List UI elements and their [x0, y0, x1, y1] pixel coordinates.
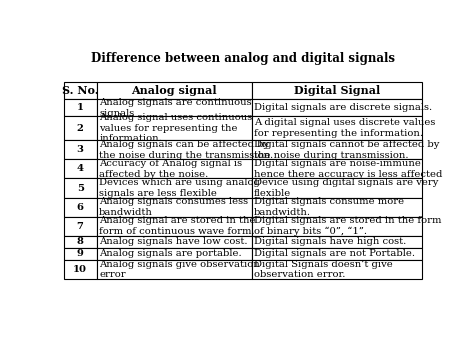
Text: 1: 1: [77, 103, 83, 112]
Text: Digital signals are stored in the form
of binary bits “0”, “1”.: Digital signals are stored in the form o…: [254, 216, 442, 236]
Text: Digital Signals doesn’t give
observation error.: Digital Signals doesn’t give observation…: [254, 260, 393, 279]
Bar: [252, 99, 422, 116]
Text: 10: 10: [73, 265, 87, 274]
Bar: [97, 198, 252, 217]
Text: Digital signals are noise-immune
hence there accuracy is less affected: Digital signals are noise-immune hence t…: [254, 159, 442, 179]
Bar: [64, 179, 97, 198]
Text: Digital signals cannot be affected by
the noise during transmission.: Digital signals cannot be affected by th…: [254, 140, 439, 160]
Bar: [97, 179, 252, 198]
Bar: [97, 82, 252, 99]
Bar: [97, 260, 252, 279]
Text: Devices which are using analog
signals are less flexible: Devices which are using analog signals a…: [99, 178, 260, 198]
Text: Digital signals are discrete signals.: Digital signals are discrete signals.: [254, 103, 432, 112]
Bar: [252, 179, 422, 198]
Bar: [252, 260, 422, 279]
Text: S. No.: S. No.: [62, 85, 99, 96]
Bar: [97, 236, 252, 248]
Text: Analog signal: Analog signal: [131, 85, 217, 96]
Bar: [97, 140, 252, 159]
Bar: [64, 116, 97, 140]
Bar: [64, 99, 97, 116]
Bar: [64, 198, 97, 217]
Text: Accuracy of Analog signal is
affected by the noise.: Accuracy of Analog signal is affected by…: [99, 159, 242, 179]
Text: 4: 4: [77, 164, 83, 173]
Text: Analog signals consumes less
bandwidth: Analog signals consumes less bandwidth: [99, 197, 248, 217]
Bar: [97, 99, 252, 116]
Bar: [64, 236, 97, 248]
Bar: [64, 140, 97, 159]
Bar: [97, 217, 252, 236]
Text: 9: 9: [77, 250, 83, 258]
Text: Digital signals consume more
bandwidth.: Digital signals consume more bandwidth.: [254, 197, 404, 217]
Text: Analog signal are stored in the
form of continuous wave form.: Analog signal are stored in the form of …: [99, 217, 255, 236]
Bar: [97, 116, 252, 140]
Text: Analog signals are continuous
signals: Analog signals are continuous signals: [99, 98, 252, 118]
Text: Device using digital signals are very
flexible: Device using digital signals are very fl…: [254, 178, 438, 198]
Text: Analog signals are portable.: Analog signals are portable.: [99, 250, 242, 258]
Bar: [64, 82, 97, 99]
Text: Analog signal uses continuous
values for representing the
information.: Analog signal uses continuous values for…: [99, 113, 253, 143]
Bar: [252, 116, 422, 140]
Bar: [252, 198, 422, 217]
Text: Difference between analog and digital signals: Difference between analog and digital si…: [91, 52, 395, 65]
Bar: [252, 82, 422, 99]
Text: 3: 3: [77, 145, 83, 154]
Text: Analog signals have low cost.: Analog signals have low cost.: [99, 237, 248, 246]
Bar: [252, 236, 422, 248]
Text: A digital signal uses discrete values
for representing the information.: A digital signal uses discrete values fo…: [254, 118, 436, 138]
Bar: [252, 140, 422, 159]
Text: 2: 2: [77, 124, 83, 133]
Text: 7: 7: [77, 222, 83, 231]
Text: Digital signals are not Portable.: Digital signals are not Portable.: [254, 250, 415, 258]
Text: 8: 8: [77, 237, 83, 246]
Text: Analog signals can be affected by
the noise during the transmission.: Analog signals can be affected by the no…: [99, 140, 273, 160]
Text: 5: 5: [77, 184, 83, 192]
Bar: [252, 248, 422, 260]
Bar: [64, 248, 97, 260]
Text: 6: 6: [77, 203, 83, 212]
Bar: [64, 260, 97, 279]
Bar: [64, 159, 97, 179]
Bar: [97, 159, 252, 179]
Text: Digital Signal: Digital Signal: [294, 85, 380, 96]
Bar: [252, 217, 422, 236]
Bar: [64, 217, 97, 236]
Text: Digital signals have high cost.: Digital signals have high cost.: [254, 237, 406, 246]
Text: Analog signals give observation
error: Analog signals give observation error: [99, 260, 260, 279]
Bar: [252, 159, 422, 179]
Bar: [97, 248, 252, 260]
